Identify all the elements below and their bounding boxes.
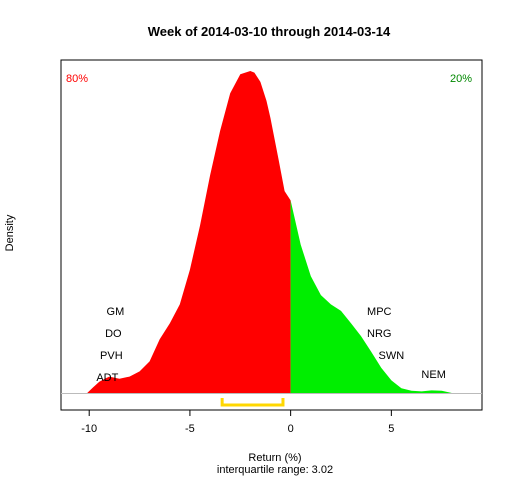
x-tick-label: -5 [185, 423, 195, 435]
ticker-label: DO [105, 328, 122, 340]
ticker-label: NEM [421, 369, 445, 381]
x-axis: -10 -5 0 5 [81, 409, 394, 435]
negative-density-area [87, 71, 291, 393]
positive-density-area [290, 200, 452, 393]
x-axis-label: Return (%) [248, 452, 301, 464]
ticker-label: ADT [96, 372, 118, 384]
ticker-label: NRG [367, 328, 391, 340]
chart-title: Week of 2014-03-10 through 2014-03-14 [148, 24, 391, 39]
y-axis-label: Density [4, 214, 16, 251]
ticker-label: PVH [100, 350, 123, 362]
positive-share-label: 20% [450, 73, 472, 85]
ticker-label: SWN [379, 350, 405, 362]
ticker-label: GM [107, 306, 125, 318]
subtitle: interquartile range: 3.02 [217, 464, 333, 476]
ticker-label: MPC [367, 306, 392, 318]
ticker-annotations: GM DO PVH ADT MPC NRG SWN NEM [96, 306, 446, 384]
x-tick-label: 0 [288, 423, 294, 435]
x-tick-label: -10 [81, 423, 97, 435]
negative-share-label: 80% [66, 73, 88, 85]
x-tick-label: 5 [388, 423, 394, 435]
